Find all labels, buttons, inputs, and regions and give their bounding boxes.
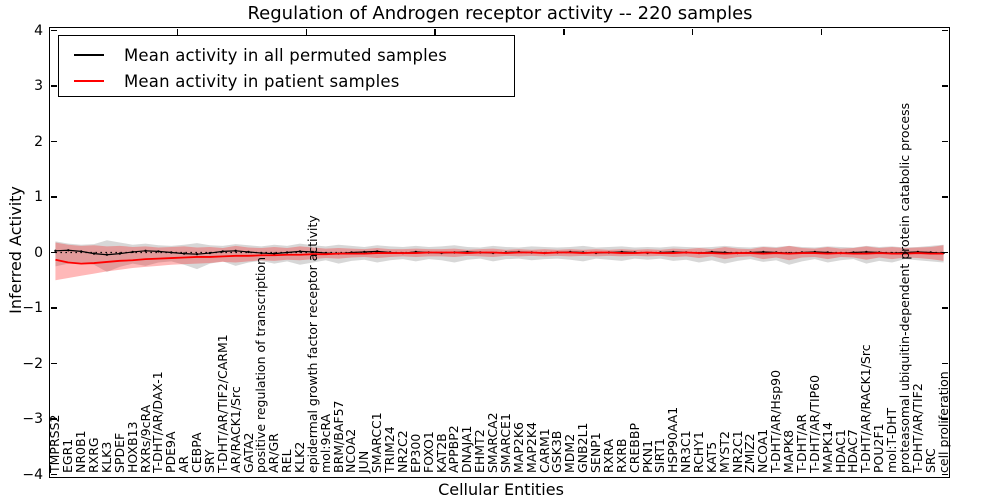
x-tick-label: SPDEF	[111, 432, 127, 473]
data-point-marker	[105, 253, 109, 256]
data-point-marker	[865, 250, 868, 254]
data-point-marker	[92, 252, 96, 255]
y-tick-left	[50, 307, 58, 309]
patient-mean-line	[55, 251, 944, 265]
x-tick-label: mol:9cRA	[317, 413, 333, 473]
data-point-marker	[54, 249, 57, 253]
x-tick-label: MAP2K6	[510, 422, 526, 473]
data-point-marker	[157, 250, 160, 253]
x-tick-label: cell proliferation	[935, 371, 951, 473]
data-point-marker	[311, 250, 315, 254]
data-point-marker	[298, 250, 302, 253]
data-point-marker	[363, 250, 366, 254]
permuted-band	[55, 240, 944, 272]
y-tick-right	[941, 29, 949, 32]
x-tick-label: HOXB13	[124, 421, 140, 473]
data-point-marker	[762, 250, 765, 254]
y-tick-right	[941, 362, 949, 365]
x-tick-label: AR/RACK1/Src	[227, 386, 243, 473]
x-tick-top	[434, 28, 436, 36]
y-tick-left	[50, 196, 58, 198]
data-point-marker	[79, 250, 83, 253]
y-tick-left	[50, 29, 58, 32]
x-tick-label: RXRB	[613, 438, 629, 473]
y-tick-left	[50, 140, 58, 143]
y-tick-right	[941, 140, 949, 143]
legend-label: Mean activity in all permuted samples	[124, 45, 448, 65]
x-tick-label: MYST2	[716, 431, 732, 473]
data-point-marker	[170, 251, 173, 254]
x-tick-label: FOXO1	[420, 431, 436, 473]
y-tick-label: −1	[22, 300, 43, 316]
data-point-marker	[376, 250, 379, 253]
data-point-marker	[144, 249, 147, 253]
y-tick-left	[50, 251, 58, 254]
plot-frame	[49, 27, 950, 478]
y-tick-right	[941, 307, 949, 309]
data-point-marker	[182, 252, 186, 255]
y-tick-label: 1	[34, 189, 43, 205]
data-point-marker	[273, 252, 276, 255]
legend-entry-patient: Mean activity in patient samples	[59, 68, 514, 94]
chart-title: Regulation of Androgen receptor activity…	[247, 3, 753, 24]
y-tick-label: 2	[34, 133, 43, 150]
x-tick-top	[820, 28, 822, 36]
data-point-marker	[247, 250, 250, 254]
y-tick-left	[50, 418, 58, 420]
x-tick-label: T-DHT/AR/TIF2/CARM1	[214, 334, 230, 473]
x-tick-top	[177, 28, 179, 36]
y-tick-right	[941, 418, 949, 420]
y-tick-label: −2	[22, 355, 43, 372]
data-point-marker	[131, 250, 134, 254]
y-tick-label: 4	[34, 22, 43, 39]
x-tick-label: CREBBP	[626, 423, 642, 473]
x-tick-label: SRC	[922, 448, 938, 473]
x-tick-label: MAPK14	[819, 422, 835, 473]
y-tick-right	[941, 473, 949, 476]
y-tick-right	[941, 85, 949, 87]
data-point-marker	[234, 249, 237, 253]
y-tick-left	[50, 473, 58, 476]
y-tick-right	[941, 196, 949, 198]
x-axis-label: Cellular Entities	[438, 480, 564, 499]
legend-label: Mean activity in patient samples	[124, 71, 400, 91]
data-point-marker	[208, 251, 212, 255]
y-tick-right	[941, 251, 949, 254]
x-tick-label: MAP2K4	[523, 422, 539, 473]
y-tick-label: 3	[34, 78, 43, 94]
x-tick-top	[563, 28, 565, 36]
patient-line-sample	[74, 80, 104, 82]
permuted-line-sample	[74, 54, 104, 56]
data-point-marker	[118, 252, 121, 255]
legend: Mean activity in all permuted samples Me…	[58, 35, 515, 97]
y-tick-label: 0	[34, 244, 43, 261]
data-point-marker	[285, 251, 289, 254]
x-tick-top	[305, 28, 308, 36]
data-point-marker	[260, 251, 263, 255]
legend-entry-permuted: Mean activity in all permuted samples	[59, 42, 514, 68]
x-tick-top	[691, 28, 694, 36]
y-tick-left	[50, 362, 58, 365]
data-point-marker	[195, 252, 199, 256]
data-point-marker	[67, 249, 70, 252]
y-tick-label: −4	[22, 466, 43, 483]
y-tick-left	[50, 85, 58, 87]
y-tick-label: −3	[22, 411, 43, 427]
data-point-marker	[221, 250, 224, 253]
x-tick-label: T-DHT/AR/TIF2	[909, 383, 925, 473]
